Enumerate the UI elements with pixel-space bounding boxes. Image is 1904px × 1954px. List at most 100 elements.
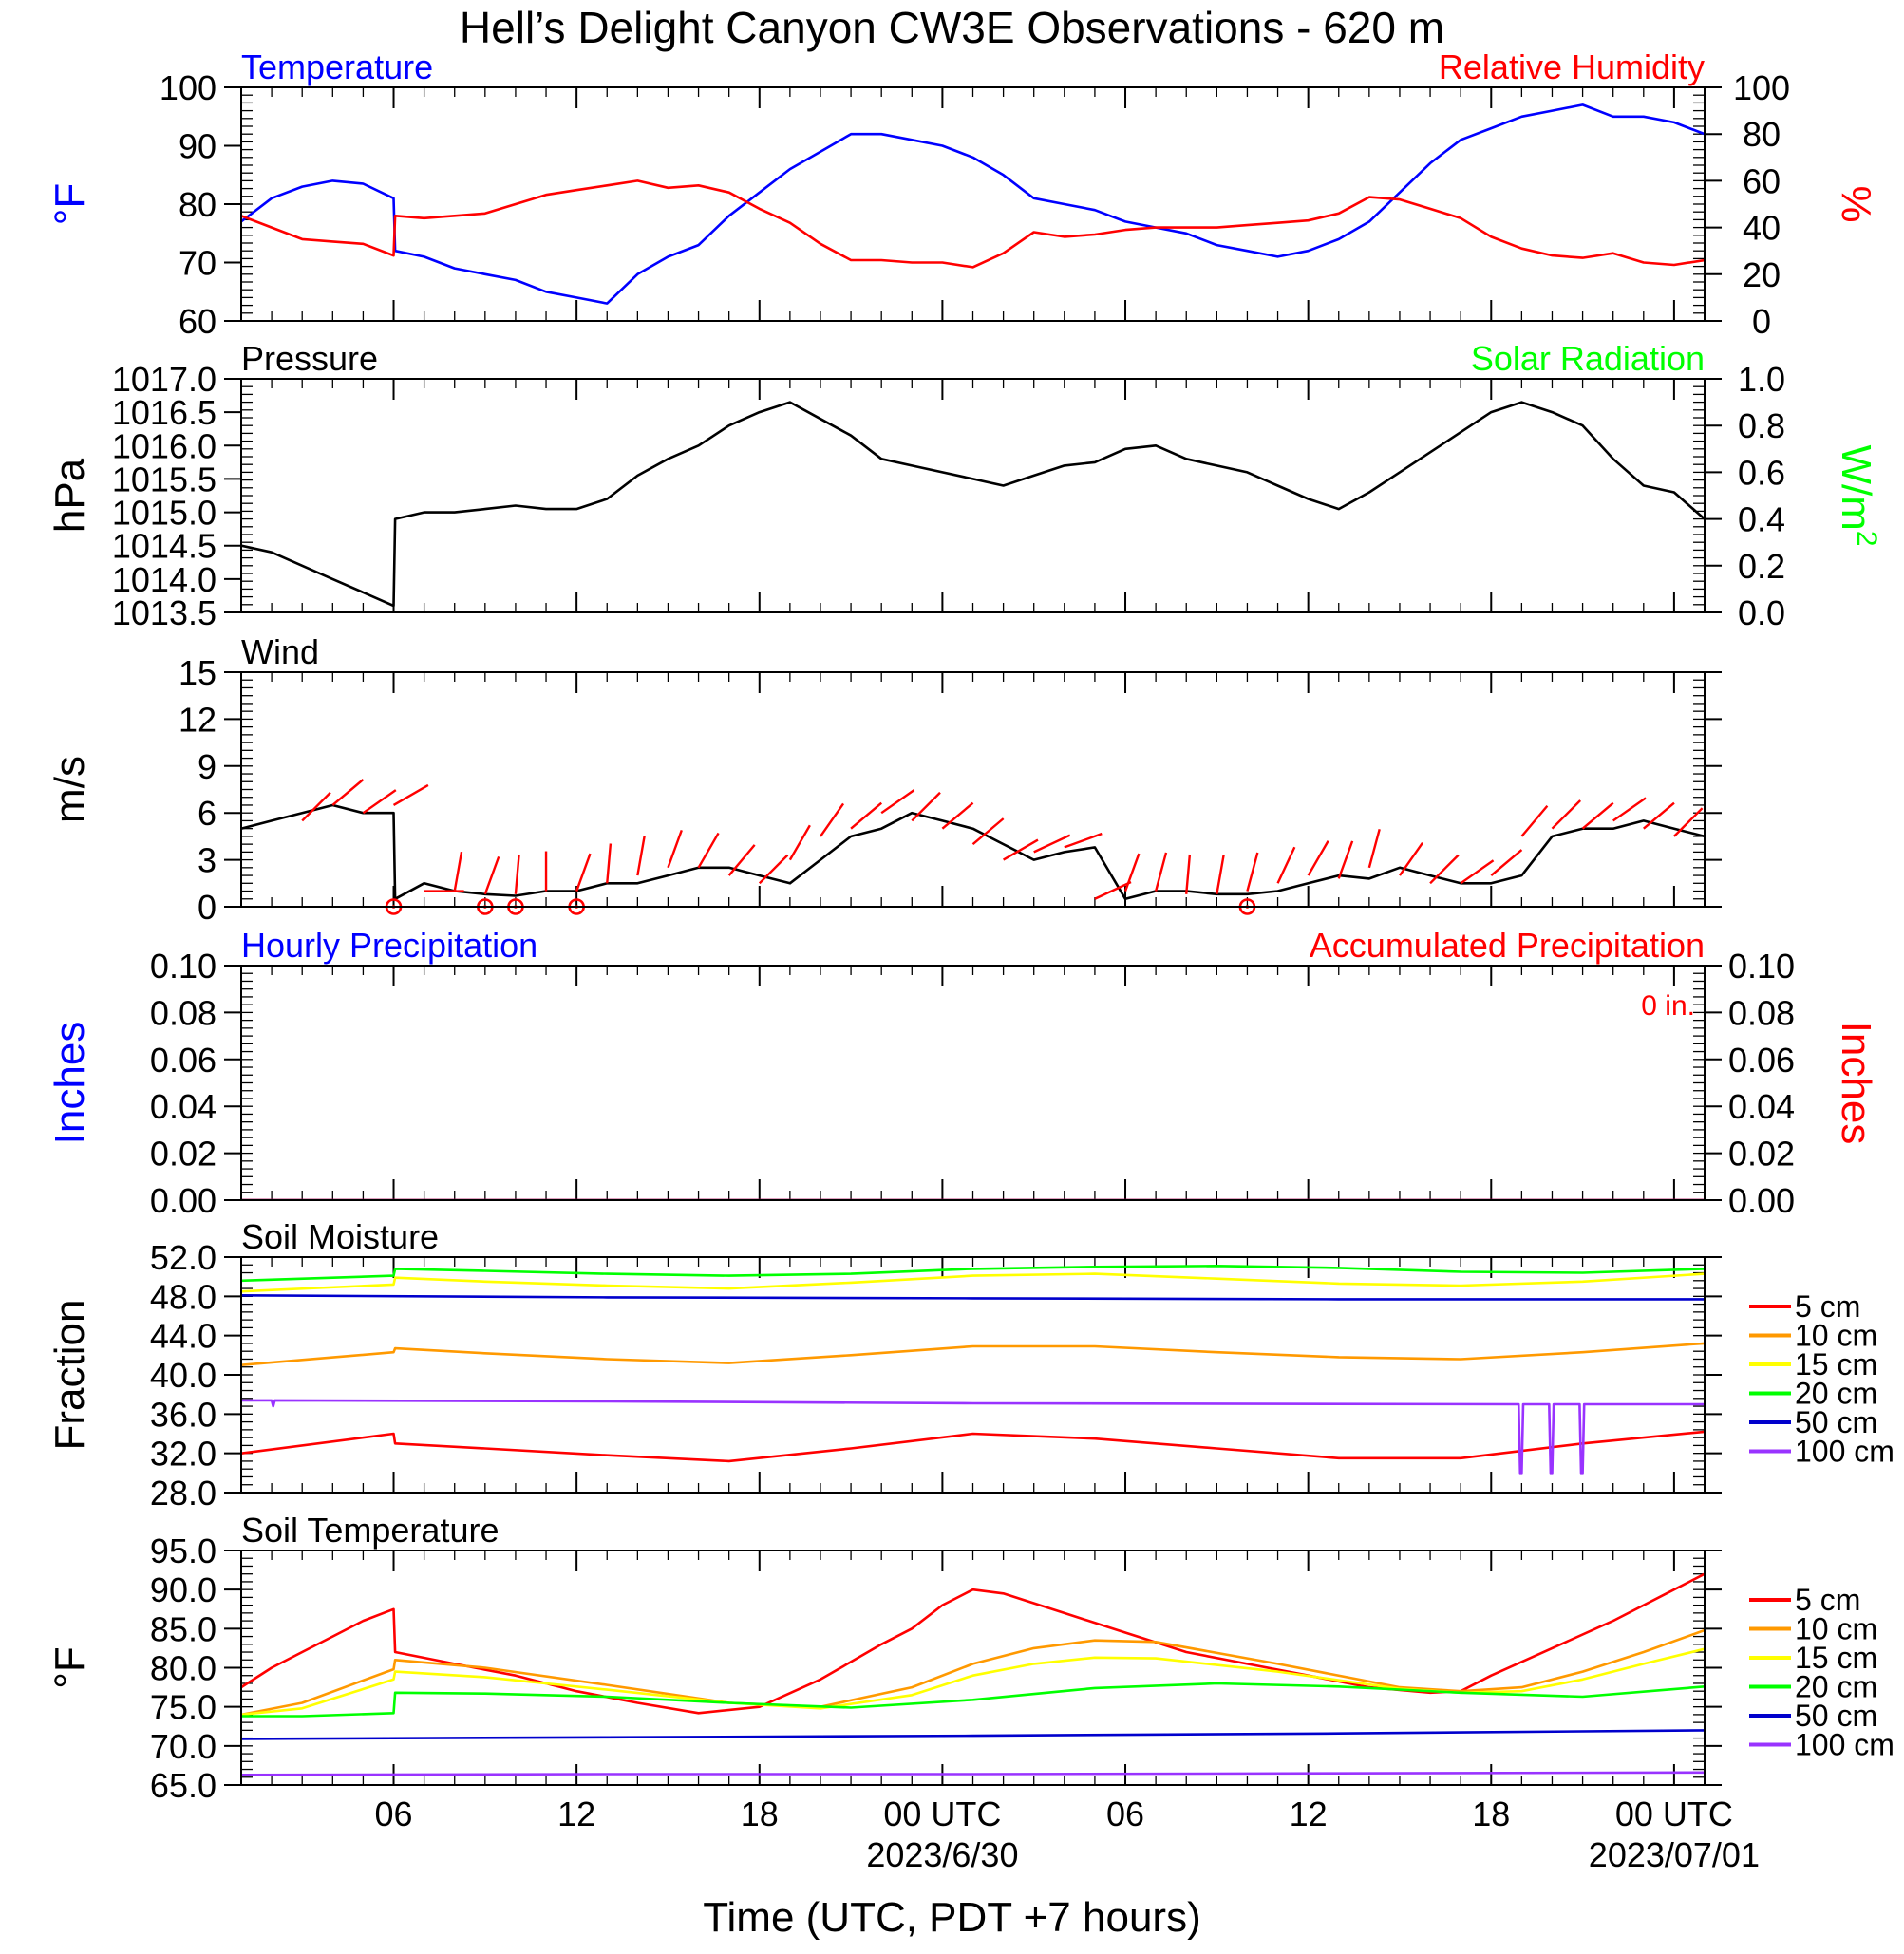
y-tick-label-left: 90 <box>179 127 217 166</box>
panel-right-title: Solar Radiation <box>1471 339 1705 378</box>
wind-barb <box>1154 852 1168 892</box>
y-tick-label-left: 0.04 <box>150 1087 217 1126</box>
panel-3 <box>224 671 1722 915</box>
y-tick-label-left: 6 <box>198 794 217 833</box>
wind-barb <box>1246 852 1259 892</box>
y-tick-label-left: 1014.0 <box>112 560 217 599</box>
y-tick-label-left: 0.08 <box>150 993 217 1032</box>
y-tick-label-right: 0.10 <box>1728 947 1795 986</box>
y-tick-label-left: 12 <box>179 700 217 739</box>
series-line-5 <box>241 1294 1705 1301</box>
y-axis-label-right: Inches <box>1833 1022 1879 1145</box>
wind-barb <box>1520 804 1549 837</box>
x-tick-label: 06 <box>374 1794 412 1833</box>
y-axis-label-right-superscript: 2 <box>1851 531 1882 547</box>
series-line-4 <box>241 1682 1705 1718</box>
y-tick-label-left: 44.0 <box>150 1317 217 1356</box>
y-tick-label-left: 1015.0 <box>112 494 217 533</box>
y-tick-label-right: 20 <box>1743 255 1781 294</box>
wind-barb <box>727 844 756 876</box>
panel-1 <box>224 86 1722 322</box>
panel-left-title: Soil Moisture <box>241 1217 439 1256</box>
y-tick-label-right: 40 <box>1743 209 1781 248</box>
legend-entry: 5 cm <box>1795 1289 1860 1324</box>
panel-left-title: Soil Temperature <box>241 1511 499 1550</box>
wind-barb <box>362 789 397 815</box>
y-tick-label-right: 0 <box>1752 302 1771 341</box>
x-tick-label: 00 UTC <box>883 1794 1001 1833</box>
legend-entry: 15 cm <box>1795 1641 1877 1675</box>
wind-barb <box>971 817 1005 846</box>
series-group <box>241 103 1705 305</box>
series-group <box>241 1572 1705 1776</box>
y-tick-label-left: 0.00 <box>150 1181 217 1220</box>
y-tick-label-left: 80 <box>179 185 217 224</box>
wind-barb <box>1643 801 1675 830</box>
series-line-1 <box>241 1430 1705 1463</box>
wind-barb <box>1612 797 1647 822</box>
panel-left-title: Temperature <box>241 47 433 86</box>
y-tick-label-right: 0.00 <box>1728 1181 1795 1220</box>
panel-left-title: Hourly Precipitation <box>241 926 537 965</box>
y-tick-label-left: 90.0 <box>150 1570 217 1609</box>
y-axis-label-left: hPa <box>47 458 93 533</box>
legend-entry: 10 cm <box>1795 1612 1877 1646</box>
wind-barb <box>1307 840 1329 876</box>
y-tick-label-right: 0.6 <box>1738 453 1785 492</box>
wind-barb <box>575 853 592 892</box>
y-tick-label-left: 75.0 <box>150 1688 217 1727</box>
panel-4 <box>224 965 1722 1201</box>
panel-frame <box>240 378 1706 613</box>
y-tick-label-left: 32.0 <box>150 1435 217 1474</box>
x-tick-label: 18 <box>741 1794 779 1833</box>
wind-barb <box>819 802 845 837</box>
wind-barb <box>301 791 331 822</box>
x-date-label: 2023/6/30 <box>866 1835 1018 1874</box>
legend-entry: 10 cm <box>1795 1319 1877 1353</box>
y-tick-label-left: 1016.0 <box>112 426 217 465</box>
wind-barb <box>697 832 720 869</box>
series-line-2 <box>241 1628 1705 1717</box>
panel-left-title: Wind <box>241 632 319 671</box>
wind-barb <box>1460 859 1495 885</box>
y-tick-label-left: 3 <box>198 841 217 880</box>
wind-barb <box>1003 838 1039 861</box>
wind-barb <box>1673 807 1704 837</box>
wind-barb <box>483 855 500 895</box>
panel-right-title: Relative Humidity <box>1439 47 1705 86</box>
y-axis-label-left: Inches <box>47 1022 93 1145</box>
y-tick-label-left: 52.0 <box>150 1238 217 1277</box>
panel-frame <box>240 1256 1706 1494</box>
x-tick-label: 00 UTC <box>1615 1794 1733 1833</box>
wind-barb <box>1064 832 1103 849</box>
y-tick-label-left: 95.0 <box>150 1531 217 1570</box>
x-tick-label: 18 <box>1472 1794 1510 1833</box>
y-tick-label-left: 0.02 <box>150 1135 217 1174</box>
series-group <box>241 1265 1705 1475</box>
accumulated-total-label: 0 in. <box>1641 990 1695 1022</box>
y-tick-label-left: 1017.0 <box>112 360 217 399</box>
wind-barb <box>1216 855 1225 895</box>
wind-barb <box>1551 799 1582 830</box>
legend-entry: 100 cm <box>1795 1435 1895 1469</box>
series-line-4 <box>241 1265 1705 1283</box>
y-tick-label-left: 0.06 <box>150 1041 217 1080</box>
y-tick-label-left: 70.0 <box>150 1727 217 1766</box>
panel-frame <box>240 965 1706 1201</box>
y-axis-label-left: °F <box>47 1646 93 1688</box>
wind-barb <box>453 851 463 892</box>
legend-entry: 20 cm <box>1795 1670 1877 1704</box>
y-tick-label-left: 9 <box>198 747 217 786</box>
wind-barb <box>850 801 883 830</box>
legend-entry: 5 cm <box>1795 1583 1860 1617</box>
wind-barb <box>392 783 429 807</box>
panel-6 <box>224 1550 1791 1786</box>
wind-barb <box>758 854 789 885</box>
y-tick-label-right: 1.0 <box>1738 360 1785 399</box>
wind-barb <box>1490 849 1523 876</box>
y-axis-label-right-base: W/m <box>1833 444 1879 530</box>
legend-entry: 15 cm <box>1795 1347 1877 1381</box>
series-line-3 <box>241 1647 1705 1717</box>
x-tick-label: 06 <box>1106 1794 1144 1833</box>
